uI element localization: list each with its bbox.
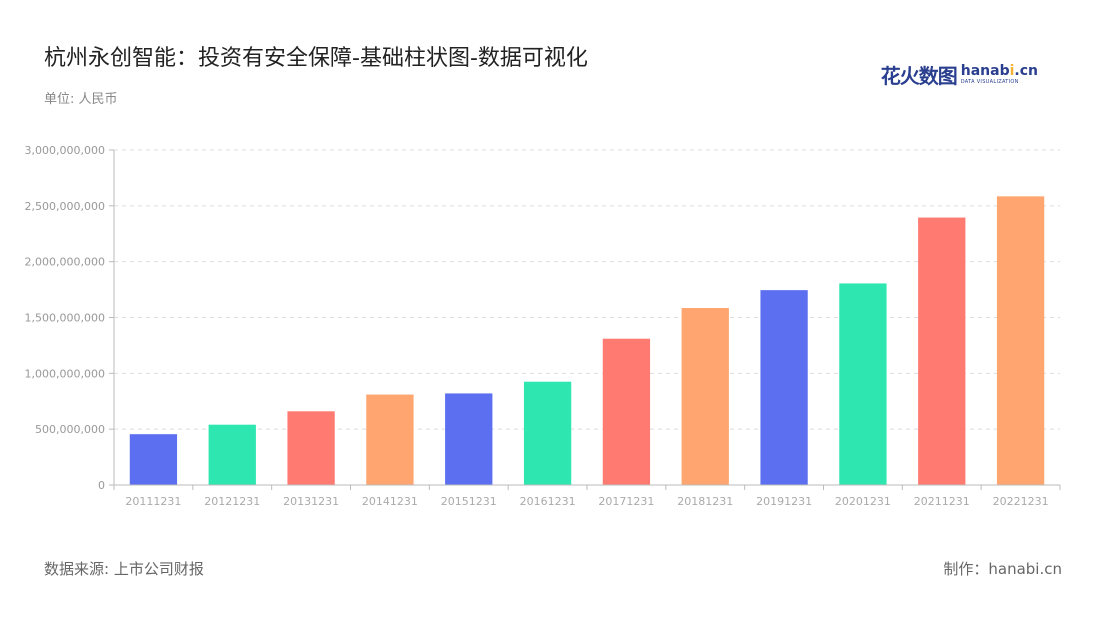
bar	[602, 338, 651, 485]
y-axis-ticks: 0 500,000,000 1,000,000,000 1,500,000,000 2,…	[25, 144, 105, 492]
logo-en-prefix: hanab	[960, 63, 1010, 79]
x-tick-label: 20211231	[914, 495, 970, 508]
brand-logo: 花火数图 hanabi.cn DATA VISUALIZATION	[881, 60, 1038, 89]
x-tick-label: 20121231	[204, 495, 260, 508]
x-axis-ticks: 20111231 20121231 20131231 20141231 20151231…	[113, 485, 1061, 508]
bar	[445, 393, 493, 485]
bar	[366, 394, 414, 485]
bar	[996, 196, 1045, 485]
logo-en-suffix: .cn	[1014, 63, 1038, 79]
x-tick-label: 20161231	[520, 495, 576, 508]
bar	[523, 381, 572, 485]
x-tick-label: 20181231	[677, 495, 733, 508]
y-tick-label: 2,500,000,000	[25, 200, 105, 213]
logo-en-block: hanabi.cn DATA VISUALIZATION	[961, 64, 1038, 85]
y-tick-label: 1,500,000,000	[25, 312, 105, 325]
y-tick-label: 0	[98, 479, 105, 492]
chart-title: 杭州永创智能：投资有安全保障-基础柱状图-数据可视化	[44, 46, 588, 71]
y-tick-label: 500,000,000	[35, 423, 105, 436]
logo-en-main: hanabi.cn	[961, 64, 1038, 78]
logo-en-sub: DATA VISUALIZATION	[960, 79, 1019, 85]
logo-en-dot: i	[1009, 63, 1015, 79]
bar	[129, 434, 178, 485]
logo-cn-text: 花火数图	[880, 64, 958, 88]
unit-label: 单位: 人民币	[44, 92, 118, 107]
y-tick-label: 1,000,000,000	[25, 367, 105, 380]
bar	[208, 424, 256, 485]
x-tick-label: 20141231	[362, 495, 418, 508]
bar	[839, 283, 887, 485]
bar	[760, 290, 808, 485]
bar	[287, 411, 335, 485]
y-tick-label: 3,000,000,000	[25, 144, 105, 157]
x-tick-label: 20201231	[835, 495, 891, 508]
x-tick-label: 20171231	[598, 495, 654, 508]
bar	[918, 217, 966, 485]
maker-credit[interactable]: 制作：hanabi.cn	[943, 560, 1062, 578]
x-tick-label: 20111231	[125, 495, 181, 508]
grid-lines	[109, 149, 1060, 486]
x-tick-label: 20131231	[283, 495, 339, 508]
x-tick-label: 20151231	[441, 495, 497, 508]
x-tick-label: 20221231	[993, 495, 1049, 508]
data-source: 数据来源: 上市公司财报	[44, 560, 204, 578]
y-tick-label: 2,000,000,000	[25, 256, 105, 269]
bars	[129, 196, 1045, 485]
bar	[681, 308, 729, 485]
x-tick-label: 20191231	[756, 495, 812, 508]
